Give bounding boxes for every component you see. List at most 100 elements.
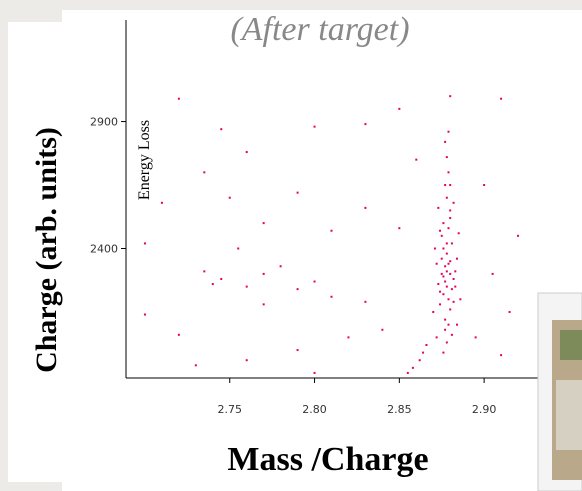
- point: [313, 125, 316, 128]
- point: [177, 333, 180, 336]
- point: [364, 300, 367, 303]
- point: [452, 277, 455, 280]
- point: [194, 364, 197, 367]
- point: [445, 285, 448, 288]
- point: [445, 196, 448, 199]
- point: [330, 229, 333, 232]
- point: [220, 128, 223, 131]
- y-tick-label: 2400: [90, 243, 118, 256]
- point: [444, 265, 447, 268]
- point: [143, 313, 146, 316]
- point: [444, 328, 447, 331]
- x-axis-title: Mass /Charge: [227, 441, 428, 478]
- point: [450, 333, 453, 336]
- point: [449, 95, 452, 98]
- point: [262, 222, 265, 225]
- point: [450, 242, 453, 245]
- x-tick-label: 2.90: [472, 403, 497, 416]
- point: [425, 343, 428, 346]
- point: [437, 206, 440, 209]
- point: [442, 247, 445, 250]
- point: [445, 156, 448, 159]
- point: [228, 196, 231, 199]
- point: [517, 234, 520, 237]
- point: [449, 308, 452, 311]
- point: [445, 270, 448, 273]
- point: [445, 341, 448, 344]
- point: [381, 328, 384, 331]
- point: [445, 242, 448, 245]
- y-axis-subtitle: Energy Loss: [136, 120, 153, 200]
- point: [364, 123, 367, 126]
- point: [439, 229, 442, 232]
- point: [449, 209, 452, 212]
- point: [237, 247, 240, 250]
- y-tick-label: 2900: [90, 116, 118, 129]
- point: [449, 217, 452, 220]
- point: [313, 371, 316, 374]
- point: [418, 359, 421, 362]
- point: [442, 275, 445, 278]
- point: [364, 206, 367, 209]
- point: [455, 257, 458, 260]
- point: [452, 300, 455, 303]
- point: [447, 323, 450, 326]
- inset-photo-detail: [560, 330, 582, 360]
- point: [437, 283, 440, 286]
- point: [296, 349, 299, 352]
- point: [440, 234, 443, 237]
- photo-inset: [537, 292, 582, 491]
- point: [245, 151, 248, 154]
- point: [435, 262, 438, 265]
- point: [203, 171, 206, 174]
- x-tick-label: 2.75: [218, 403, 243, 416]
- panel: [62, 10, 582, 491]
- x-tick-label: 2.80: [302, 403, 327, 416]
- point: [440, 257, 443, 260]
- point: [444, 280, 447, 283]
- point: [500, 354, 503, 357]
- point: [444, 140, 447, 143]
- point: [445, 252, 448, 255]
- point: [454, 270, 457, 273]
- point: [177, 97, 180, 100]
- panel-left: [8, 22, 98, 482]
- point: [143, 242, 146, 245]
- point: [449, 260, 452, 263]
- point: [220, 277, 223, 280]
- y-axis-title: Charge (arb. units): [30, 127, 63, 373]
- point: [457, 232, 460, 235]
- point: [447, 227, 450, 230]
- point: [444, 318, 447, 321]
- point: [398, 227, 401, 230]
- point: [474, 336, 477, 339]
- point: [160, 201, 163, 204]
- point: [296, 191, 299, 194]
- point: [245, 285, 248, 288]
- point: [447, 298, 450, 301]
- point: [452, 201, 455, 204]
- point: [432, 310, 435, 313]
- inset-photo-detail: [556, 380, 582, 450]
- point: [447, 262, 450, 265]
- point: [439, 290, 442, 293]
- point: [449, 184, 452, 187]
- point: [411, 366, 414, 369]
- point: [447, 171, 450, 174]
- point: [444, 184, 447, 187]
- point: [211, 283, 214, 286]
- point: [450, 288, 453, 291]
- point: [439, 303, 442, 306]
- point: [415, 158, 418, 161]
- point: [442, 293, 445, 296]
- point: [296, 288, 299, 291]
- point: [279, 265, 282, 268]
- point: [262, 272, 265, 275]
- point: [433, 247, 436, 250]
- point: [447, 130, 450, 133]
- point: [203, 270, 206, 273]
- point: [330, 295, 333, 298]
- point: [442, 351, 445, 354]
